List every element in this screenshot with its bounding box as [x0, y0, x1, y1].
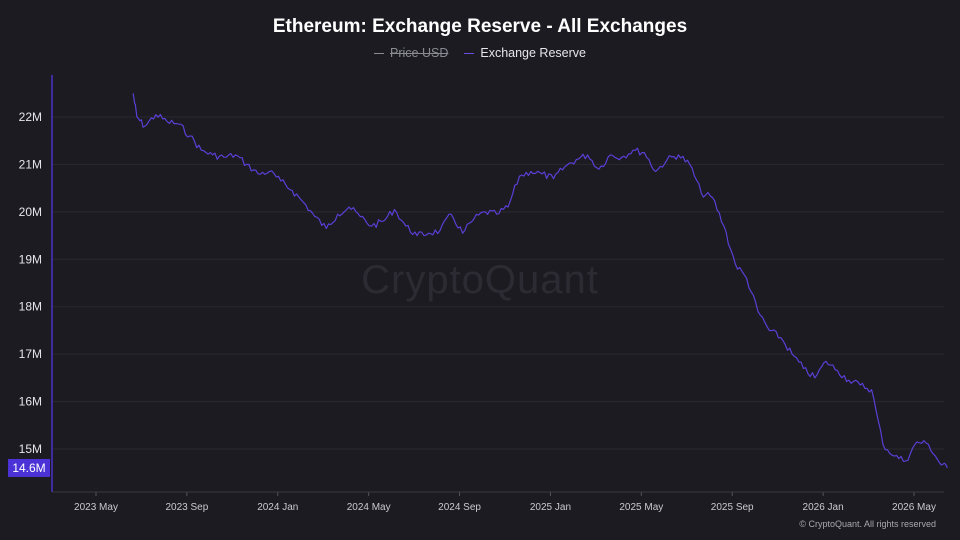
x-tick-label: 2025 May	[619, 502, 663, 513]
y-tick-label: 18M	[19, 300, 42, 314]
x-tick-label: 2023 Sep	[165, 502, 208, 513]
x-axis-ticks: 2023 May 2023 Sep 2024 Jan 2024 May 2024 Sep…	[74, 492, 936, 513]
chart-legend: Price USD Exchange Reserve	[0, 46, 960, 60]
x-tick-label: 2025 Jan	[530, 502, 571, 513]
watermark: CryptoQuant	[361, 258, 599, 302]
x-tick-label: 2024 Sep	[438, 502, 481, 513]
grid-lines	[52, 116, 944, 450]
x-tick-label: 2023 May	[74, 502, 118, 513]
y-axis-ticks: 15M 16M 17M 18M 19M 20M 21M 22M	[19, 110, 42, 456]
y-tick-label: 22M	[19, 110, 42, 124]
x-tick-label: 2026 Jan	[803, 502, 844, 513]
copyright-credit: © CryptoQuant. All rights reserved	[799, 519, 936, 529]
y-tick-label: 16M	[19, 395, 42, 409]
legend-swatch-exchange-reserve	[464, 52, 475, 54]
legend-label-price-usd: Price USD	[390, 46, 449, 60]
y-tick-label: 15M	[19, 442, 42, 456]
y-tick-label: 21M	[19, 157, 42, 171]
current-value-label: 14.6M	[12, 461, 45, 475]
x-tick-label: 2025 Sep	[711, 502, 754, 513]
x-tick-label: 2024 Jan	[257, 502, 298, 513]
chart-title: Ethereum: Exchange Reserve - All Exchang…	[272, 16, 688, 37]
y-tick-label: 20M	[19, 205, 42, 219]
legend-swatch-price-usd	[374, 52, 385, 54]
legend-item-exchange-reserve[interactable]: Exchange Reserve	[464, 46, 586, 60]
x-tick-label: 2026 May	[892, 502, 936, 513]
y-tick-label: 17M	[19, 347, 42, 361]
y-tick-label: 19M	[19, 252, 42, 266]
current-value-badge: 14.6M	[8, 458, 50, 477]
legend-item-price-usd[interactable]: Price USD	[374, 46, 448, 60]
x-tick-label: 2024 May	[347, 502, 391, 513]
current-value-badge-bg	[8, 458, 50, 477]
legend-label-exchange-reserve: Exchange Reserve	[480, 46, 586, 60]
series-line-exchange-reserve	[132, 93, 948, 469]
